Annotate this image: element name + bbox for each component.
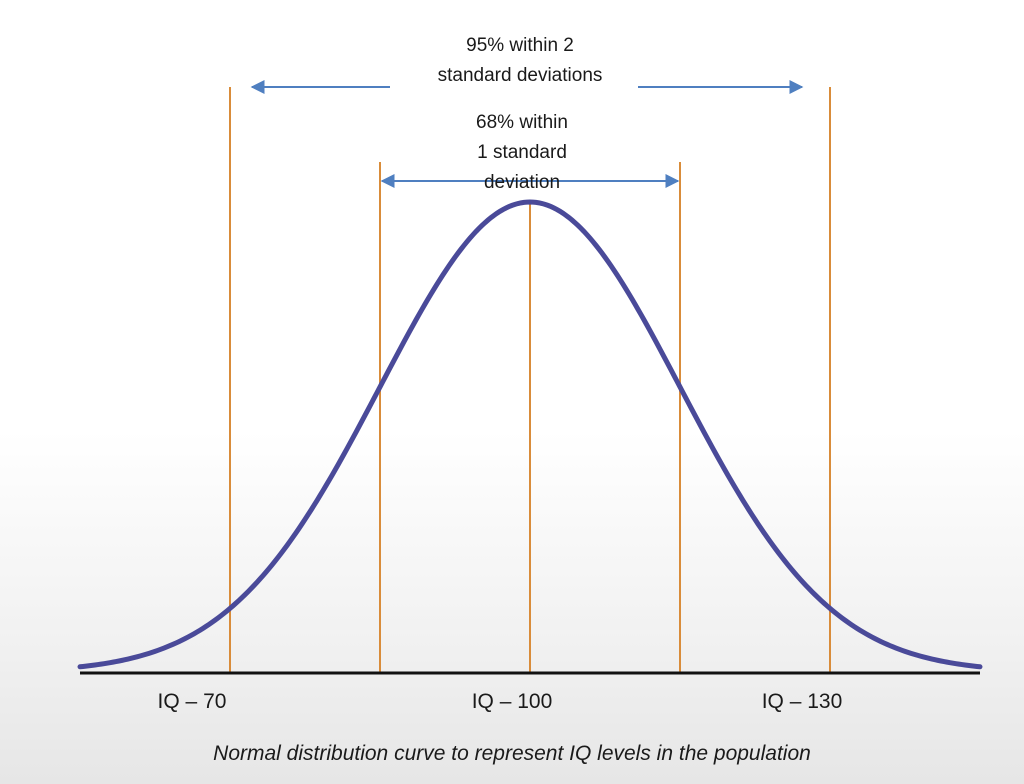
annotation-one-sd-line2: 1 standard [477,142,567,163]
chart-caption: Normal distribution curve to represent I… [213,742,811,765]
normal-curve-line [77,199,983,670]
annotation-one-sd-line1: 68% within [476,112,568,133]
tick-label-iq-100: IQ – 100 [471,690,553,713]
tick-label-iq-70: IQ – 70 [157,690,227,713]
annotation-two-sd-line2: standard deviations [437,65,603,86]
annotation-one-sd-line3: deviation [483,172,561,193]
tick-label-iq-130: IQ – 130 [761,690,843,713]
annotation-two-sd-line1: 95% within 2 [466,35,574,56]
